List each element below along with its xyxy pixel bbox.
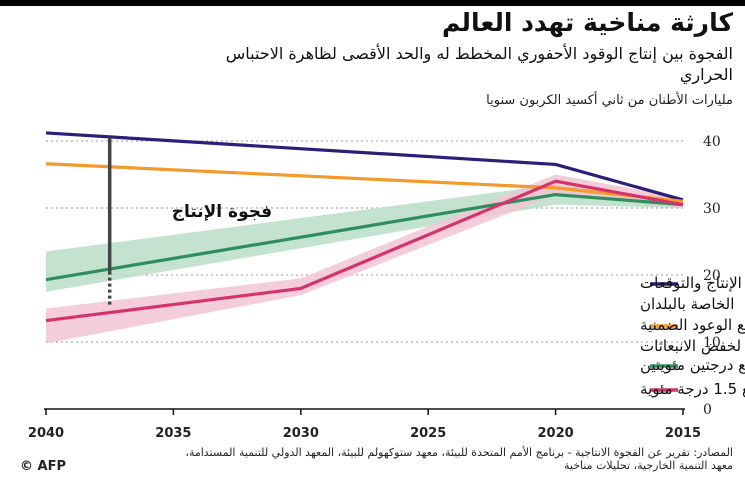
y-tick-label: 30 — [703, 201, 721, 217]
afp-credit: © AFP — [20, 459, 66, 474]
legend-text-line: الإنتاج مع الوعود الضمنية — [640, 316, 745, 335]
unit-label: مليارات الأطنان من ثاني أكسيد الكربون سن… — [486, 93, 733, 108]
production-gap-marker: فجوة الإنتاج — [107, 137, 272, 308]
y-tick-label: 20 — [703, 268, 721, 284]
x-tick-label: 2020 — [538, 426, 574, 441]
y-tick-label: 40 — [703, 134, 721, 150]
x-tick-label: 2040 — [28, 426, 64, 441]
line-two_deg — [45, 193, 684, 282]
legend: خطط الإنتاج والتوقعات الخاصة بالبلدانخطط… — [640, 274, 745, 399]
gap-label: فجوة الإنتاج — [172, 202, 272, 222]
page-title: كارثة مناخية تهدد العالم — [441, 8, 733, 37]
sources-note: المصادر: تقرير عن الفجوة الانتاجية - برن… — [185, 446, 733, 472]
y-tick-label: 10 — [703, 335, 721, 351]
uncertainty-bands — [46, 174, 683, 344]
page-subtitle: الفجوة بين إنتاج الوقود الأحفوري المخطط … — [225, 44, 733, 84]
legend-text-line: إنتاج يتوافق مع درجتين مئويتين — [640, 356, 745, 375]
legend-text-line: خطط الإنتاج والتوقعات — [640, 274, 745, 293]
x-tick-label: 2030 — [283, 426, 319, 441]
x-tick-label: 2025 — [410, 426, 446, 441]
line-plans — [45, 131, 684, 202]
band-two_deg — [46, 184, 683, 292]
legend-text-line: إنتاج يتوافق مع 1.5 درجة مئوية — [640, 380, 745, 399]
line-one_five — [45, 179, 684, 323]
series-lines — [45, 131, 684, 323]
x-tick-label: 2015 — [665, 426, 701, 441]
top-bar — [0, 0, 745, 6]
legend-text-line: الخاصة بالبلدان — [640, 295, 734, 313]
x-tick-label: 2035 — [155, 426, 191, 441]
legend-text-line: لخفض الانبعاثات — [640, 337, 741, 355]
y-tick-label: 0 — [703, 402, 712, 418]
